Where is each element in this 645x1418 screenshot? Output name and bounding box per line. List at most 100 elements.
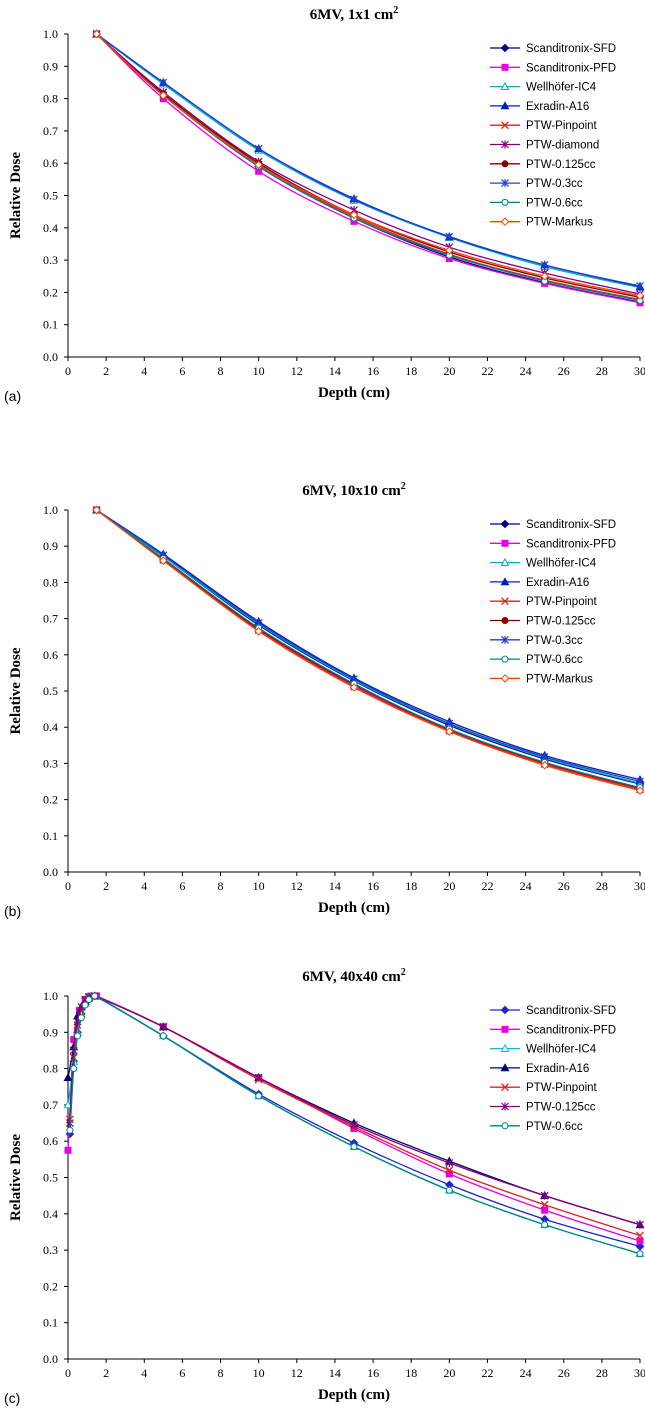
legend-marker (500, 1005, 510, 1015)
x-tick-label: 6 (179, 879, 185, 893)
legend-item: PTW-0.6cc (490, 1121, 583, 1133)
y-tick-label: 0.0 (43, 350, 58, 364)
legend-label: PTW-Markus (526, 217, 593, 229)
y-axis-title: Relative Dose (8, 1134, 24, 1221)
y-tick-label: 0.7 (43, 124, 58, 138)
y-tick-label: 0.3 (43, 756, 58, 770)
y-tick-label: 0.1 (43, 318, 58, 332)
legend-item: PTW-0.3cc (490, 635, 583, 647)
x-tick-label: 2 (103, 364, 109, 378)
data-point (159, 91, 168, 100)
data-point (254, 160, 263, 170)
y-tick-label: 0.3 (43, 1243, 58, 1257)
data-point (445, 232, 454, 241)
legend-item: PTW-Markus (490, 217, 593, 229)
legend-marker (500, 1063, 510, 1072)
legend-label: PTW-0.125cc (526, 1102, 596, 1114)
data-point (636, 281, 644, 290)
x-tick-label: 16 (367, 364, 379, 378)
data-point (63, 1100, 73, 1109)
x-tick-label: 14 (329, 364, 341, 378)
series-line (96, 509, 641, 789)
legend-item: Scanditronix-PFD (490, 62, 616, 74)
legend-item: PTW-Pinpoint (490, 1082, 598, 1094)
legend-item: PTW-Pinpoint (490, 596, 598, 608)
y-tick-label: 0.5 (43, 189, 58, 203)
series-PTW-Markus (92, 505, 645, 795)
data-point (66, 1126, 74, 1134)
legend-marker (501, 597, 509, 606)
legend-item: PTW-Markus (490, 673, 593, 685)
legend-item: Scanditronix-PFD (490, 1024, 616, 1036)
legend-marker (501, 1083, 509, 1092)
chart-panel-b: 6MV, 10x10 cm20.00.10.20.30.40.50.60.70.… (4, 481, 645, 919)
legend-marker (500, 519, 510, 529)
panel-label: (b) (4, 903, 21, 919)
legend-label: PTW-0.6cc (526, 197, 583, 209)
x-tick-label: 20 (443, 364, 455, 378)
y-tick-label: 0.6 (43, 156, 58, 170)
data-point (63, 1073, 73, 1082)
y-tick-label: 0.8 (43, 92, 58, 106)
x-tick-label: 14 (329, 879, 341, 893)
x-tick-label: 12 (291, 879, 303, 893)
y-tick-label: 0.4 (43, 221, 58, 235)
legend-item: Scanditronix-PFD (490, 538, 616, 550)
legend-item: Wellhöfer-IC4 (490, 558, 597, 570)
legend-label: Scanditronix-PFD (526, 1024, 616, 1036)
y-tick-label: 0.1 (43, 1316, 58, 1330)
y-tick-label: 0.3 (43, 253, 58, 267)
y-tick-label: 0.9 (43, 59, 58, 73)
legend-label: PTW-0.3cc (526, 178, 583, 190)
x-tick-label: 24 (520, 364, 532, 378)
legend-marker (501, 1102, 509, 1111)
chart-title-superscript: 2 (401, 967, 406, 978)
data-point (85, 996, 93, 1004)
x-tick-label: 0 (65, 364, 71, 378)
x-tick-label: 28 (596, 364, 608, 378)
legend-label: Scanditronix-SFD (526, 43, 616, 55)
legend-marker (500, 81, 510, 90)
legend-label: Wellhöfer-IC4 (526, 558, 597, 570)
legend-item: Wellhöfer-IC4 (490, 1044, 597, 1056)
x-tick-label: 28 (596, 1366, 608, 1380)
x-tick-label: 24 (520, 879, 532, 893)
data-point (91, 992, 99, 1000)
data-point (540, 760, 549, 770)
legend-item: Scanditronix-SFD (490, 1005, 616, 1017)
x-tick-label: 4 (141, 879, 147, 893)
y-tick-label: 1.0 (43, 27, 58, 41)
series-line (96, 509, 641, 785)
x-tick-label: 24 (520, 1366, 532, 1380)
data-point (255, 1092, 263, 1100)
y-tick-label: 0.7 (43, 1098, 58, 1112)
legend-marker (500, 577, 510, 586)
x-tick-label: 26 (558, 364, 570, 378)
series-line (96, 509, 641, 790)
legend-item: Exradin-A16 (490, 1063, 589, 1075)
data-point (636, 1231, 644, 1240)
data-point (445, 246, 454, 255)
y-tick-label: 0.5 (43, 684, 58, 698)
series-line (96, 509, 641, 792)
data-point (636, 1220, 644, 1229)
x-tick-label: 20 (443, 879, 455, 893)
data-point (159, 78, 168, 87)
legend-label: PTW-Pinpoint (526, 120, 598, 132)
legend-label: Scanditronix-SFD (526, 1005, 616, 1017)
legend-marker (500, 557, 510, 566)
x-tick-label: 30 (634, 1366, 645, 1380)
x-tick-label: 26 (558, 1366, 570, 1380)
x-axis-title: Depth (cm) (318, 900, 390, 916)
y-axis-title: Relative Dose (8, 152, 24, 239)
x-tick-label: 4 (141, 364, 147, 378)
legend-marker (500, 1043, 510, 1052)
legend-item: PTW-Pinpoint (490, 120, 598, 132)
x-tick-label: 10 (253, 364, 265, 378)
x-tick-label: 22 (481, 1366, 493, 1380)
x-tick-label: 0 (65, 1366, 71, 1380)
y-tick-label: 0.0 (43, 1352, 58, 1366)
data-point (92, 505, 101, 515)
legend: Scanditronix-SFD Scanditronix-PFD Wellhöfe… (490, 519, 616, 685)
legend-label: PTW-0.6cc (526, 1121, 583, 1133)
